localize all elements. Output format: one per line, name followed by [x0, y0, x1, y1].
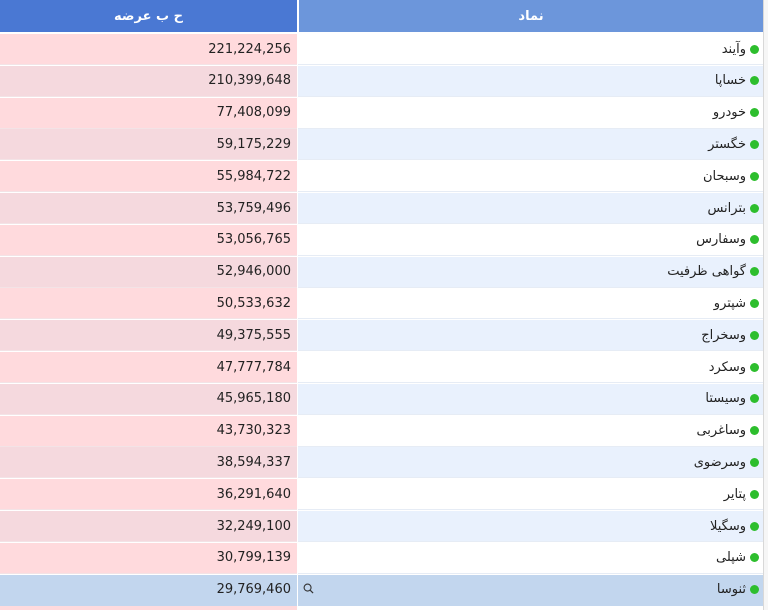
green-dot-icon: [750, 426, 759, 436]
supply-volume-cell: 59,175,229: [0, 129, 297, 161]
supply-volume-cell: 49,375,555: [0, 320, 297, 352]
symbol-cell[interactable]: خساپا: [298, 65, 763, 97]
green-dot-icon: [750, 139, 759, 149]
green-dot-icon: [750, 553, 759, 563]
green-dot-icon: [750, 76, 759, 86]
table-header: ح ب عرضه نماد: [0, 0, 768, 32]
symbol-name[interactable]: ثنوسا: [716, 582, 746, 598]
table-row[interactable]: 36,291,640 پتایر: [0, 479, 763, 511]
supply-volume-cell: 221,224,256: [0, 34, 297, 65]
green-dot-icon: [750, 171, 759, 181]
supply-volume-cell: 53,056,765: [0, 224, 297, 256]
symbol-name[interactable]: وساغربی: [696, 423, 746, 439]
table-row[interactable]: 55,984,722 وسبحان: [0, 161, 763, 193]
symbol-cell[interactable]: پتایر: [298, 479, 763, 511]
symbol-name[interactable]: وسفارس: [696, 232, 746, 248]
table-row[interactable]: 59,175,229 خگستر: [0, 129, 763, 161]
symbol-name[interactable]: پتایر: [723, 486, 746, 502]
column-header-supply-volume[interactable]: ح ب عرضه: [0, 0, 297, 32]
table-row[interactable]: 32,249,100 وسگیلا: [0, 511, 763, 542]
table-row[interactable]: 221,224,256 وآیند: [0, 34, 763, 65]
symbol-cell[interactable]: وسخراج: [298, 320, 763, 352]
green-dot-icon: [750, 489, 759, 499]
symbol-cell[interactable]: شپترو: [298, 288, 763, 320]
green-dot-icon: [750, 298, 759, 308]
symbol-name[interactable]: بترانس: [707, 200, 746, 216]
green-dot-icon: [750, 44, 759, 54]
table-row[interactable]: 43,730,323 وساغربی: [0, 415, 763, 447]
supply-volume-cell: 36,291,640: [0, 479, 297, 511]
symbol-cell[interactable]: ثنوسا: [298, 574, 763, 606]
green-dot-icon: [750, 585, 759, 595]
supply-volume-cell: 77,408,099: [0, 97, 297, 129]
green-dot-icon: [750, 235, 759, 245]
table-row[interactable]: 77,408,099 خودرو: [0, 97, 763, 129]
supply-volume-cell: 38,594,337: [0, 447, 297, 479]
green-dot-icon: [750, 457, 759, 467]
symbol-name[interactable]: خگستر: [708, 136, 746, 152]
search-icon[interactable]: [303, 583, 314, 594]
green-dot-icon: [750, 267, 759, 277]
symbol-cell[interactable]: شپلی: [298, 542, 763, 574]
table-row[interactable]: 30,799,139 شپلی: [0, 542, 763, 574]
symbol-cell[interactable]: وساغربی: [298, 415, 763, 447]
table-row[interactable]: 210,399,648 خساپا: [0, 65, 763, 97]
green-dot-icon: [750, 203, 759, 213]
supply-volume-cell: 50,533,632: [0, 288, 297, 320]
symbol-cell[interactable]: وسکرد: [298, 352, 763, 383]
supply-volume-cell: 45,965,180: [0, 383, 297, 415]
symbol-name[interactable]: گواهی ظرفیت: [667, 264, 746, 280]
supply-volume-cell: 30,799,139: [0, 542, 297, 574]
supply-volume-cell: 55,984,722: [0, 161, 297, 193]
supply-volume-cell: 52,946,000: [0, 256, 297, 288]
supply-volume-cell: 43,730,323: [0, 415, 297, 447]
symbol-name[interactable]: شپترو: [713, 295, 746, 311]
symbol-name[interactable]: خساپا: [714, 73, 746, 89]
symbol-name[interactable]: وآیند: [721, 41, 746, 57]
symbol-cell[interactable]: خگستر: [298, 129, 763, 161]
supply-volume-cell: 47,777,784: [0, 352, 297, 383]
table-row[interactable]: 52,946,000 گواهی ظرفیت: [0, 256, 763, 288]
table-row[interactable]: 50,533,632 شپترو: [0, 288, 763, 320]
symbol-cell[interactable]: وسبحان: [298, 161, 763, 193]
table-row[interactable]: 29,769,460 ثنوسا: [0, 574, 763, 606]
supply-volume-cell: 210,399,648: [0, 65, 297, 97]
symbol-name[interactable]: وسکرد: [708, 359, 746, 375]
table-row[interactable]: 53,056,765 وسفارس: [0, 224, 763, 256]
table-row[interactable]: 49,375,555 وسخراج: [0, 320, 763, 352]
symbol-name[interactable]: خودرو: [712, 105, 746, 121]
symbol-cell[interactable]: خودرو: [298, 97, 763, 129]
symbol-cell[interactable]: گواهی ظرفیت: [298, 256, 763, 288]
symbol-cell[interactable]: بترانس: [298, 193, 763, 224]
symbol-name[interactable]: وسبحان: [703, 168, 746, 184]
green-dot-icon: [750, 521, 759, 531]
supply-volume-cell: 29,769,460: [0, 574, 297, 606]
vertical-scrollbar[interactable]: [763, 0, 768, 610]
table-row[interactable]: 45,965,180 وسیستا: [0, 383, 763, 415]
table-row[interactable]: 53,759,496 بترانس: [0, 193, 763, 224]
green-dot-icon: [750, 362, 759, 372]
supply-volume-cell: 32,249,100: [0, 511, 297, 542]
green-dot-icon: [750, 108, 759, 118]
symbol-cell[interactable]: وسرضوی: [298, 447, 763, 479]
symbol-cell[interactable]: وسفارس: [298, 224, 763, 256]
green-dot-icon: [750, 394, 759, 404]
symbol-name[interactable]: وسیستا: [705, 391, 746, 407]
supply-volume-cell: 53,759,496: [0, 193, 297, 224]
symbol-cell[interactable]: وآیند: [298, 34, 763, 65]
column-header-symbol[interactable]: نماد: [298, 0, 763, 32]
symbol-name[interactable]: وسرضوی: [693, 454, 746, 470]
symbol-cell[interactable]: وسیستا: [298, 383, 763, 415]
table-row[interactable]: 47,777,784 وسکرد: [0, 352, 763, 383]
symbol-name[interactable]: وسگیلا: [709, 518, 746, 534]
table-row-partial: [0, 606, 297, 610]
symbol-cell[interactable]: وسگیلا: [298, 511, 763, 542]
symbol-name[interactable]: وسخراج: [701, 327, 746, 343]
table-row[interactable]: 38,594,337 وسرضوی: [0, 447, 763, 479]
green-dot-icon: [750, 330, 759, 340]
symbol-name[interactable]: شپلی: [716, 550, 746, 566]
